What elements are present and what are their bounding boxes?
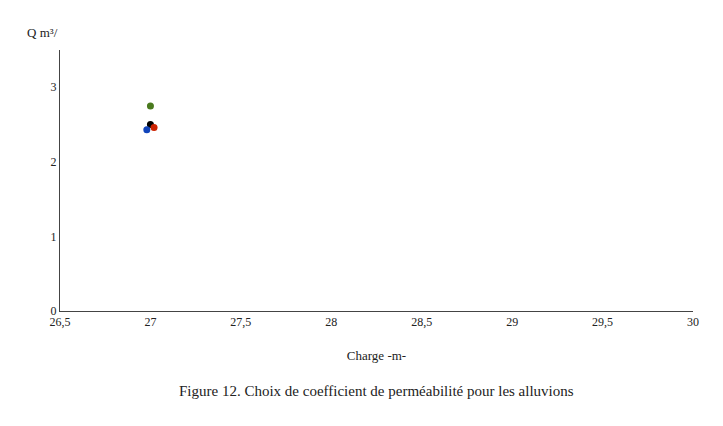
svg-text:0: 0: [51, 304, 57, 318]
svg-text:3: 3: [51, 80, 57, 94]
svg-text:30: 30: [687, 315, 699, 329]
svg-text:1: 1: [51, 230, 57, 244]
svg-text:26,5: 26,5: [50, 315, 71, 329]
svg-text:29,5: 29,5: [592, 315, 613, 329]
svg-text:29: 29: [506, 315, 518, 329]
svg-text:27,5: 27,5: [230, 315, 251, 329]
svg-text:Q m³/: Q m³/: [27, 25, 58, 40]
svg-text:2: 2: [51, 155, 57, 169]
svg-text:27: 27: [144, 315, 156, 329]
svg-text:28,5: 28,5: [411, 315, 432, 329]
svg-text:28: 28: [325, 315, 337, 329]
svg-text:Charge -m-: Charge -m-: [347, 348, 406, 363]
svg-text:Figure 12. Choix de coefficien: Figure 12. Choix de coefficient de permé…: [179, 383, 574, 399]
